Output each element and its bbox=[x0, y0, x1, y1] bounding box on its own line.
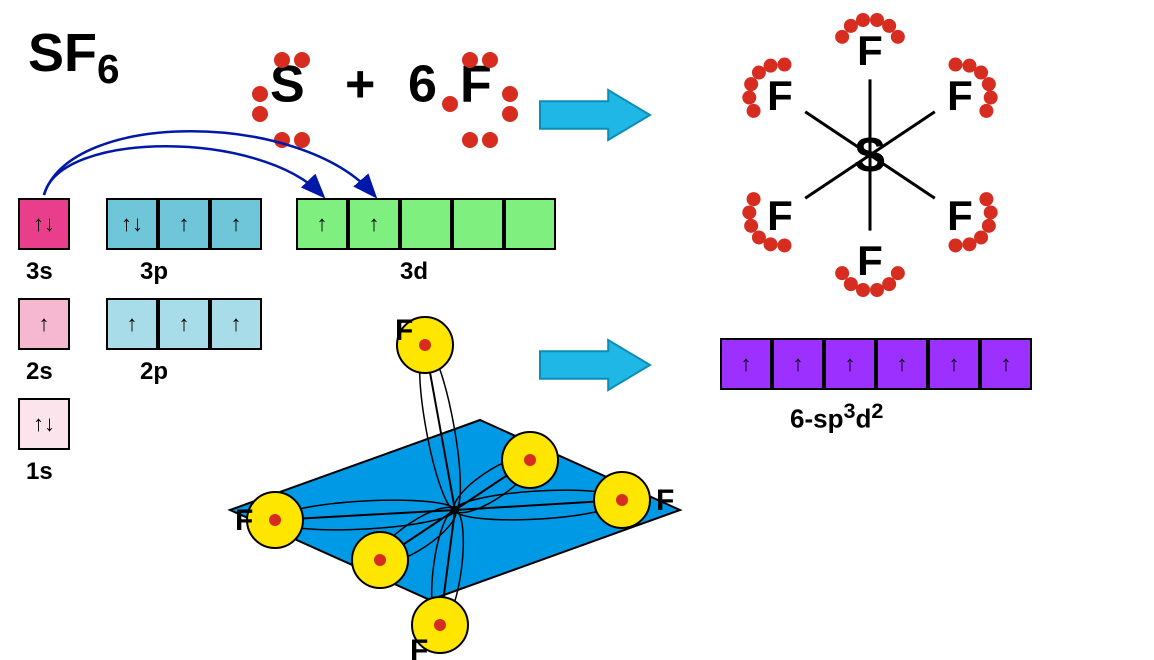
orbital-box: ↑↓ bbox=[18, 198, 70, 250]
svg-text:S: S bbox=[854, 129, 886, 182]
hybrid-label-mid: d bbox=[856, 404, 872, 434]
orbital-box: ↑ bbox=[158, 198, 210, 250]
orbital-box: ↑↓ bbox=[106, 198, 158, 250]
svg-text:F: F bbox=[235, 504, 253, 537]
orbital-box: ↑ bbox=[158, 298, 210, 350]
hybrid-label-pre: 6-sp bbox=[790, 404, 843, 434]
svg-text:F: F bbox=[767, 192, 793, 239]
orbital-row-label: 2s bbox=[26, 358, 53, 386]
formula-title: SF6 bbox=[28, 22, 120, 93]
orbital-box: ↑ bbox=[928, 338, 980, 390]
svg-text:F: F bbox=[947, 72, 973, 119]
orbital-box: ↑↓ bbox=[18, 398, 70, 450]
svg-text:F: F bbox=[767, 72, 793, 119]
svg-text:F: F bbox=[857, 237, 883, 284]
formula-main: SF bbox=[28, 23, 97, 83]
orbital-box bbox=[504, 198, 556, 250]
hybrid-label-sup1: 3 bbox=[843, 398, 855, 423]
orbital-row-label: 3p bbox=[140, 258, 168, 286]
svg-text:F: F bbox=[410, 634, 428, 660]
orbital-box: ↑ bbox=[824, 338, 876, 390]
orbital-box: ↑ bbox=[720, 338, 772, 390]
orbital-row-label: 3d bbox=[400, 258, 428, 286]
orbital-box: ↑ bbox=[210, 198, 262, 250]
orbital-box: ↑ bbox=[210, 298, 262, 350]
orbital-box: ↑ bbox=[876, 338, 928, 390]
orbital-box: ↑ bbox=[106, 298, 158, 350]
svg-text:+: + bbox=[345, 56, 375, 114]
svg-text:F: F bbox=[656, 484, 674, 517]
hybrid-orbital-label: 6-sp3d2 bbox=[790, 398, 883, 435]
svg-text:F: F bbox=[947, 192, 973, 239]
orbital-row-label: 1s bbox=[26, 458, 53, 486]
orbital-box: ↑ bbox=[772, 338, 824, 390]
svg-text:F: F bbox=[395, 314, 413, 347]
orbital-box bbox=[400, 198, 452, 250]
svg-text:6: 6 bbox=[408, 56, 437, 114]
orbital-box: ↑ bbox=[18, 298, 70, 350]
svg-text:F: F bbox=[857, 27, 883, 74]
orbital-box bbox=[452, 198, 504, 250]
orbital-row-label: 2p bbox=[140, 358, 168, 386]
hybrid-label-sup2: 2 bbox=[871, 398, 883, 423]
orbital-box: ↑ bbox=[296, 198, 348, 250]
formula-sub: 6 bbox=[97, 46, 120, 92]
orbital-row-label: 3s bbox=[26, 258, 53, 286]
orbital-box: ↑ bbox=[980, 338, 1032, 390]
orbital-box: ↑ bbox=[348, 198, 400, 250]
